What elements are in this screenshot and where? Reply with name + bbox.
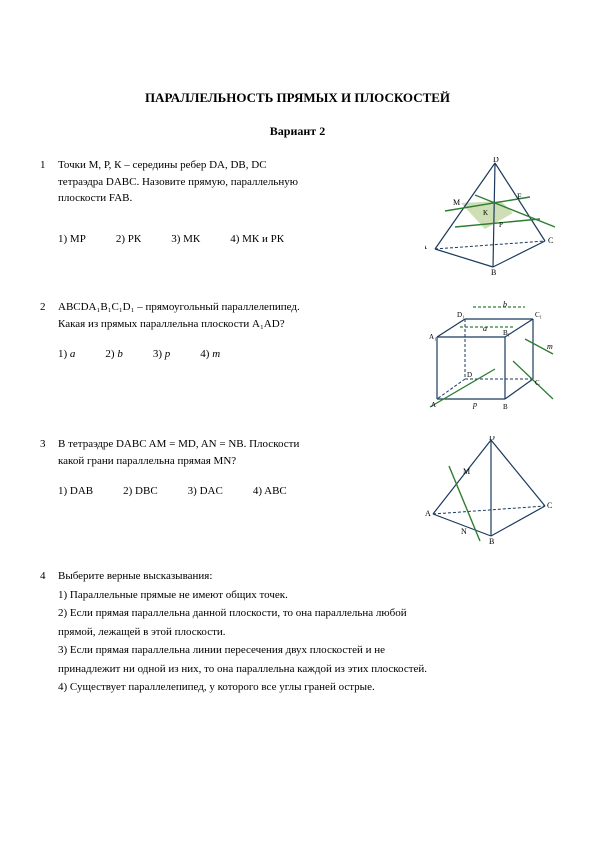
svg-text:D: D bbox=[493, 157, 499, 164]
options: 1) МР 2) РК 3) МК 4) МК и РК bbox=[58, 231, 419, 248]
option-3: 3) DAC bbox=[188, 483, 223, 500]
q4-statement-3a: 3) Если прямая параллельна линии пересеч… bbox=[58, 642, 555, 659]
q4-statement-4: 4) Существует параллелепипед, у которого… bbox=[58, 679, 555, 696]
svg-text:b: b bbox=[503, 300, 507, 309]
q4-statement-1: 1) Параллельные прямые не имеют общих то… bbox=[58, 587, 555, 604]
option-4: 4) m bbox=[200, 346, 220, 363]
question-number: 1 bbox=[40, 157, 58, 174]
svg-text:B: B bbox=[491, 268, 496, 277]
q4-intro: Выберите верные высказывания: bbox=[58, 568, 555, 585]
q4-statement-2a: 2) Если прямая параллельна данной плоско… bbox=[58, 605, 555, 622]
question-body: Выберите верные высказывания: 1) Паралле… bbox=[58, 568, 555, 698]
question-text: ABCDA₁B₁C₁D₁ – прямоугольный параллелепи… bbox=[58, 299, 419, 332]
svg-text:B₁: B₁ bbox=[503, 329, 510, 337]
svg-text:C: C bbox=[548, 236, 553, 245]
question-number: 4 bbox=[40, 568, 58, 585]
question-2: 2 ABCDA₁B₁C₁D₁ – прямоугольный параллеле… bbox=[40, 299, 555, 414]
option-4: 4) ABC bbox=[253, 483, 287, 500]
svg-text:A: A bbox=[425, 242, 427, 251]
question-number: 3 bbox=[40, 436, 58, 453]
figure-tetrahedron-1: D A B C M K F P bbox=[425, 157, 555, 277]
svg-text:C: C bbox=[535, 379, 540, 387]
question-body: Точки М, Р, К – середины ребер DA, DB, D… bbox=[58, 157, 419, 247]
svg-text:M: M bbox=[453, 198, 460, 207]
option-4: 4) МК и РК bbox=[230, 231, 284, 248]
option-3: 3) p bbox=[153, 346, 170, 363]
question-body: В тетраэдре DABC AM = MD, AN = NB. Плоск… bbox=[58, 436, 419, 500]
svg-text:M: M bbox=[463, 467, 470, 476]
svg-text:F: F bbox=[517, 192, 522, 201]
variant-label: Вариант 2 bbox=[40, 124, 555, 139]
question-text: Точки М, Р, К – середины ребер DA, DB, D… bbox=[58, 157, 419, 207]
figure-parallelepiped: A₁ B₁ C₁ D₁ A B C D a b m p bbox=[425, 299, 555, 414]
svg-text:p: p bbox=[472, 400, 477, 409]
svg-text:P: P bbox=[499, 221, 503, 229]
question-4: 4 Выберите верные высказывания: 1) Парал… bbox=[40, 568, 555, 698]
svg-text:B: B bbox=[503, 403, 508, 411]
question-body: ABCDA₁B₁C₁D₁ – прямоугольный параллелепи… bbox=[58, 299, 419, 363]
page: ПАРАЛЛЕЛЬНОСТЬ ПРЯМЫХ И ПЛОСКОСТЕЙ Вариа… bbox=[0, 0, 595, 760]
svg-text:m: m bbox=[547, 342, 553, 351]
option-1: 1) a bbox=[58, 346, 75, 363]
options: 1) DAB 2) DBC 3) DAC 4) ABC bbox=[58, 483, 419, 500]
svg-text:C₁: C₁ bbox=[535, 311, 542, 319]
svg-text:D₁: D₁ bbox=[457, 311, 465, 319]
options: 1) a 2) b 3) p 4) m bbox=[58, 346, 419, 363]
svg-text:A: A bbox=[431, 401, 436, 409]
question-text: В тетраэдре DABC AM = MD, AN = NB. Плоск… bbox=[58, 436, 419, 469]
question-1: 1 Точки М, Р, К – середины ребер DA, DB,… bbox=[40, 157, 555, 277]
figure-tetrahedron-2: D A B C M N bbox=[425, 436, 555, 546]
option-2: 2) РК bbox=[116, 231, 141, 248]
q4-statement-2b: прямой, лежащей в этой плоскости. bbox=[58, 624, 555, 641]
svg-text:a: a bbox=[483, 324, 487, 333]
option-3: 3) МК bbox=[171, 231, 200, 248]
option-2: 2) DBC bbox=[123, 483, 158, 500]
svg-text:B: B bbox=[489, 537, 494, 546]
question-3: 3 В тетраэдре DABC AM = MD, AN = NB. Пло… bbox=[40, 436, 555, 546]
option-2: 2) b bbox=[105, 346, 122, 363]
svg-text:A: A bbox=[425, 509, 431, 518]
svg-text:A₁: A₁ bbox=[429, 333, 437, 341]
svg-text:C: C bbox=[547, 501, 552, 510]
svg-text:D: D bbox=[467, 371, 472, 379]
svg-text:K: K bbox=[483, 209, 488, 217]
page-title: ПАРАЛЛЕЛЬНОСТЬ ПРЯМЫХ И ПЛОСКОСТЕЙ bbox=[40, 90, 555, 106]
option-1: 1) МР bbox=[58, 231, 86, 248]
q4-statement-3b: принадлежит ни одной из них, то она пара… bbox=[58, 661, 555, 678]
svg-text:D: D bbox=[489, 436, 495, 442]
question-number: 2 bbox=[40, 299, 58, 316]
svg-text:N: N bbox=[461, 527, 467, 536]
option-1: 1) DAB bbox=[58, 483, 93, 500]
